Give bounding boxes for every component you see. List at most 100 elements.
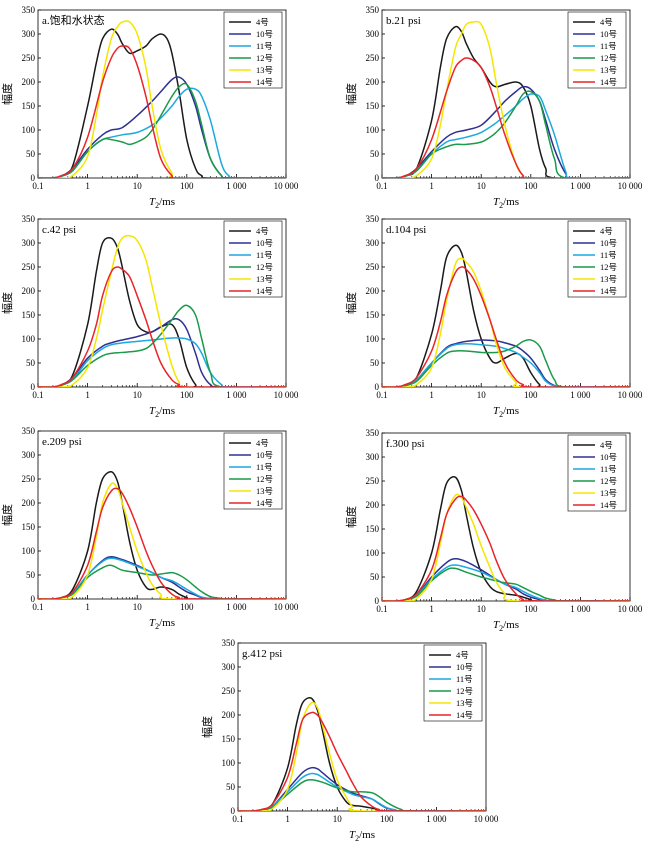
plot-frame: [381, 218, 631, 388]
legend-label: 12号: [600, 53, 617, 63]
legend-label: 11号: [600, 250, 617, 260]
y-tick-label: 250: [366, 262, 380, 272]
legend-label: 11号: [256, 41, 273, 51]
x-tick-label: 10 000: [618, 181, 643, 191]
x-tick-label: 1 000: [570, 181, 591, 191]
legend-box: [423, 644, 483, 722]
series-line-14号: [382, 495, 630, 601]
legend-label: 11号: [456, 674, 473, 684]
y-tick-label: 100: [366, 548, 380, 558]
series-line-13号: [238, 701, 486, 811]
y-tick-label: 100: [366, 334, 380, 344]
legend-label: 12号: [256, 262, 273, 272]
x-tick-label: 10: [477, 390, 487, 400]
x-tick-label: 100: [524, 181, 538, 191]
legend-label: 4号: [256, 438, 269, 448]
legend-label: 14号: [600, 500, 617, 510]
chart-panel-2: 0 50 100 150 200 250 300 350 0.1 1 10 100 1 000 10 00…: [0, 214, 299, 419]
series-line-12号: [238, 779, 486, 811]
legend-label: 4号: [256, 226, 269, 236]
legend-box: [223, 220, 283, 298]
legend-label: 14号: [256, 286, 273, 296]
y-tick-label: 100: [366, 125, 380, 135]
y-tick-label: 150: [22, 310, 36, 320]
chart-panel-1: 0 50 100 150 200 250 300 350 0.1 1 10 100 1 000 10 00…: [344, 5, 643, 210]
y-tick-label: 200: [366, 77, 380, 87]
chart-panel-5: 0 50 100 150 200 250 300 350 0.1 1 10 100 1 000 10 00…: [344, 428, 643, 633]
series-line-14号: [38, 266, 286, 387]
x-tick-label: 1: [285, 814, 290, 824]
series-line-14号: [238, 711, 486, 811]
series-line-13号: [382, 257, 630, 387]
legend-label: 13号: [256, 65, 273, 75]
legend-label: 4号: [600, 226, 613, 236]
y-tick-label: 100: [22, 334, 36, 344]
series-line-14号: [38, 45, 286, 178]
series-line-4号: [38, 471, 286, 599]
y-tick-label: 250: [22, 474, 36, 484]
x-tick-label: 0.1: [232, 814, 243, 824]
series-layer: [38, 471, 286, 599]
y-tick-label: 150: [366, 101, 380, 111]
x-tick-label: 10: [333, 814, 343, 824]
y-tick-label: 350: [366, 214, 380, 224]
x-tick-label: 10 000: [274, 181, 299, 191]
series-layer: [382, 20, 630, 178]
y-tick-label: 0: [375, 173, 380, 183]
series-line-13号: [38, 234, 286, 387]
x-tick-label: 100: [524, 604, 538, 614]
x-tick-label: 0.1: [32, 602, 43, 612]
y-tick-label: 50: [26, 358, 36, 368]
x-axis-label: T2/ms: [493, 619, 519, 633]
series-line-11号: [38, 337, 286, 387]
legend-label: 14号: [456, 710, 473, 720]
y-tick-label: 250: [366, 53, 380, 63]
x-tick-label: 1: [429, 390, 434, 400]
panel-title: g.412 psi: [242, 648, 282, 660]
y-tick-label: 150: [22, 522, 36, 532]
series-layer: [38, 234, 286, 387]
y-tick-label: 350: [22, 426, 36, 436]
legend-label: 12号: [256, 474, 273, 484]
legend-label: 10号: [456, 662, 473, 672]
y-tick-label: 100: [222, 758, 236, 768]
x-axis-label: T2/ms: [149, 405, 175, 419]
legend-box: [223, 11, 283, 89]
x-axis-label: T2/ms: [149, 196, 175, 210]
series-line-14号: [38, 487, 286, 599]
x-tick-label: 10: [133, 181, 143, 191]
x-tick-label: 100: [180, 181, 194, 191]
legend-label: 12号: [600, 476, 617, 486]
legend-label: 10号: [256, 238, 273, 248]
series-layer: [238, 697, 486, 811]
legend-label: 13号: [256, 486, 273, 496]
legend-label: 11号: [256, 250, 273, 260]
y-tick-label: 200: [366, 286, 380, 296]
x-axis-label: T2/ms: [493, 196, 519, 210]
y-axis-label: 幅度: [0, 83, 14, 105]
y-tick-label: 300: [22, 450, 36, 460]
legend-label: 12号: [456, 686, 473, 696]
x-tick-label: 1 000: [570, 390, 591, 400]
y-tick-label: 200: [222, 710, 236, 720]
x-axis-label: T2/ms: [493, 405, 519, 419]
x-tick-label: 1: [85, 390, 90, 400]
x-tick-label: 10: [133, 390, 143, 400]
y-tick-label: 350: [222, 638, 236, 648]
x-tick-label: 100: [180, 390, 194, 400]
legend-label: 10号: [600, 452, 617, 462]
y-tick-label: 150: [366, 524, 380, 534]
x-tick-label: 1 000: [226, 390, 247, 400]
plot-frame: [381, 432, 631, 602]
x-tick-label: 10 000: [274, 390, 299, 400]
legend-label: 12号: [600, 262, 617, 272]
y-tick-label: 150: [222, 734, 236, 744]
y-tick-label: 0: [31, 173, 36, 183]
y-axis-label: 幅度: [344, 506, 358, 528]
y-tick-label: 200: [22, 498, 36, 508]
y-axis-label: 幅度: [0, 292, 14, 314]
y-tick-label: 100: [22, 546, 36, 556]
x-tick-label: 1: [85, 602, 90, 612]
legend-label: 11号: [600, 41, 617, 51]
y-tick-label: 300: [222, 662, 236, 672]
